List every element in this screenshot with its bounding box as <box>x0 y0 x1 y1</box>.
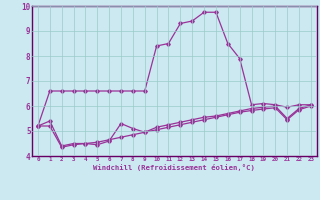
X-axis label: Windchill (Refroidissement éolien,°C): Windchill (Refroidissement éolien,°C) <box>93 164 255 171</box>
